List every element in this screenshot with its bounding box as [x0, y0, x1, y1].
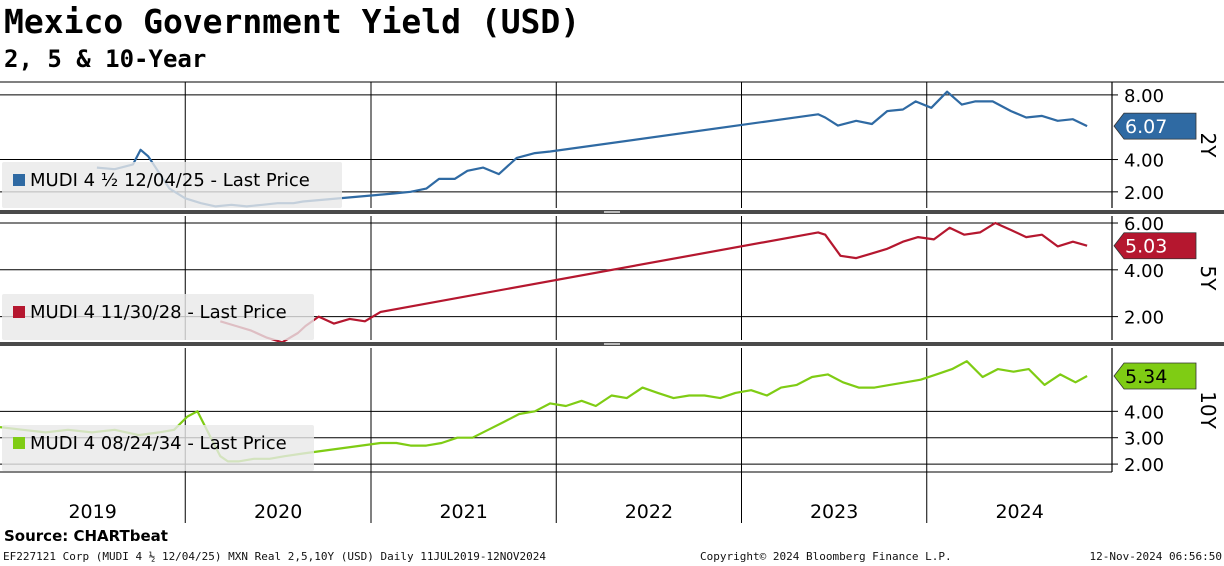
axis-name-label: 2Y: [1196, 133, 1220, 159]
axis-name-label: 10Y: [1196, 391, 1220, 429]
legend-swatch: [13, 437, 25, 449]
last-price-value: 5.34: [1125, 366, 1167, 388]
legend-box: [2, 425, 314, 471]
legend-box: [2, 294, 314, 340]
last-price-value: 5.03: [1125, 236, 1167, 258]
panel-5y: 2.00 4.00 6.00 5Y MUDI 4 11/30/28 - Last Pri…: [0, 214, 1220, 344]
legend-label: MUDI 4 ½ 12/04/25 - Last Price: [30, 170, 310, 191]
footer-copyright: Copyright© 2024 Bloomberg Finance L.P.: [700, 550, 952, 563]
page-subtitle: 2, 5 & 10-Year: [4, 45, 207, 73]
panel-10y: 2.00 3.00 4.00 10Y MUDI 4 08/24/34 - Last Pr…: [0, 348, 1220, 476]
source-label: Source: CHARTbeat: [4, 527, 168, 545]
y-tick-label: 2.00: [1124, 183, 1164, 204]
y-tick-label: 4.00: [1124, 261, 1164, 282]
x-tick-label: 2021: [439, 501, 487, 523]
y-tick-label: 4.00: [1124, 151, 1164, 172]
y-tick-label: 8.00: [1124, 86, 1164, 107]
x-tick-label: 2022: [625, 501, 673, 523]
footer-timestamp: 12-Nov-2024 06:56:50: [1089, 550, 1222, 563]
x-tick-label: 2024: [995, 501, 1043, 523]
series-line-5y: [219, 221, 1088, 344]
axis-name-label: 5Y: [1196, 266, 1220, 292]
divider-grip: [604, 211, 620, 213]
legend-label: MUDI 4 08/24/34 - Last Price: [30, 433, 287, 454]
last-price-tag: [1113, 362, 1197, 390]
divider-grip: [604, 343, 620, 345]
legend-label: MUDI 4 11/30/28 - Last Price: [30, 302, 287, 323]
legend-box: [2, 162, 342, 208]
y-tick-label: 2.00: [1124, 455, 1164, 476]
y-tick-label: 3.00: [1124, 429, 1164, 450]
y-tick-label: 6.00: [1124, 214, 1164, 235]
last-price-value: 6.07: [1125, 116, 1167, 138]
page-title: Mexico Government Yield (USD): [4, 2, 581, 41]
panel-2y: 2.00 4.00 8.00 2Y MUDI 4 ½ 12/04/25 - Last P…: [0, 82, 1220, 208]
x-tick-label: 2020: [254, 501, 302, 523]
x-tick-label: 2019: [68, 501, 116, 523]
footer-security-info: EF227121 Corp (MUDI 4 ½ 12/04/25) MXN Re…: [3, 550, 547, 563]
last-price-tag: [1113, 112, 1197, 140]
y-tick-label: 2.00: [1124, 308, 1164, 329]
x-tick-label: 2023: [810, 501, 858, 523]
y-tick-label: 4.00: [1124, 402, 1164, 423]
legend-swatch: [13, 306, 25, 318]
legend-swatch: [13, 174, 25, 186]
last-price-tag: [1113, 232, 1197, 260]
